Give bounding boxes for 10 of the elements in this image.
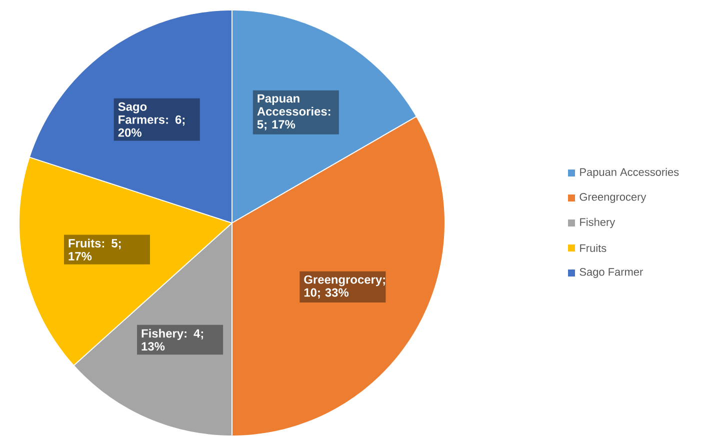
data-label: Fishery: 4; 13% bbox=[142, 328, 204, 351]
data-label: Papuan Accessories: 5; 17% bbox=[257, 94, 330, 130]
legend-label: Greengrocery bbox=[580, 193, 646, 203]
data-label: Sago Farmers: 6; 20% bbox=[118, 102, 184, 137]
legend-label: Papuan Accessories bbox=[580, 168, 679, 178]
legend-label: Fruits bbox=[580, 244, 606, 252]
legend-label: Sago Farmer bbox=[580, 268, 643, 278]
data-label: Fruits: 5; 17% bbox=[68, 238, 121, 260]
legend-label: Fishery bbox=[580, 218, 616, 228]
data-label: Greengrocery; 10; 33% bbox=[304, 275, 385, 298]
